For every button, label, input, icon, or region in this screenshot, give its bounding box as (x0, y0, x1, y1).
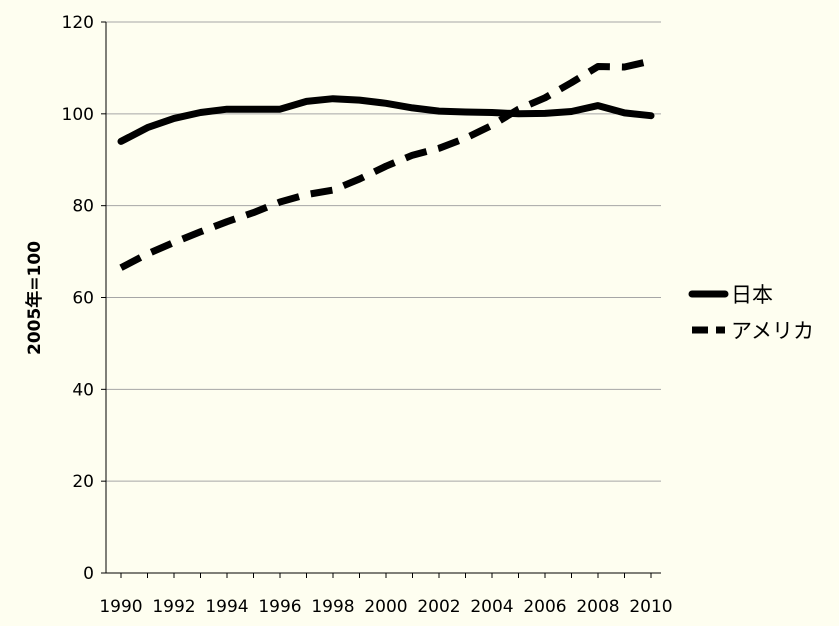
gridlines (106, 21, 661, 482)
x-tick-label: 1992 (152, 597, 195, 617)
x-tick-label: 2002 (417, 597, 460, 617)
y-tick-labels: 0 20 40 60 80 100 120 (62, 13, 94, 584)
series-lines (117, 57, 655, 271)
x-tick-label: 2008 (576, 597, 619, 617)
series-line-1 (117, 95, 655, 145)
y-tick-label: 80 (72, 197, 94, 217)
y-tick-label: 120 (62, 13, 94, 33)
series-line-2 (119, 57, 652, 271)
x-tick-label: 1994 (205, 597, 248, 617)
x-tick-label: 2004 (470, 597, 513, 617)
x-tick-label: 2010 (629, 597, 672, 617)
y-tick-label: 60 (72, 289, 94, 309)
axes (101, 21, 661, 578)
y-axis-title: 2005年=100 (24, 241, 45, 355)
x-tick-labels: 1990 1992 1994 1996 1998 2000 2002 2004 2006 2008… (99, 597, 672, 617)
y-tick-label: 100 (62, 105, 94, 125)
x-tick-label: 2000 (364, 597, 407, 617)
legend-label-2: アメリカ (731, 319, 814, 343)
x-tick-label: 2006 (523, 597, 566, 617)
x-tick-label: 1990 (99, 597, 142, 617)
y-tick-label: 20 (72, 472, 94, 492)
y-tick-label: 0 (83, 564, 94, 584)
x-tick-label: 1998 (311, 597, 354, 617)
x-tick-label: 1996 (258, 597, 301, 617)
y-tick-label: 40 (72, 380, 94, 400)
legend-label-1: 日本 (731, 283, 773, 307)
